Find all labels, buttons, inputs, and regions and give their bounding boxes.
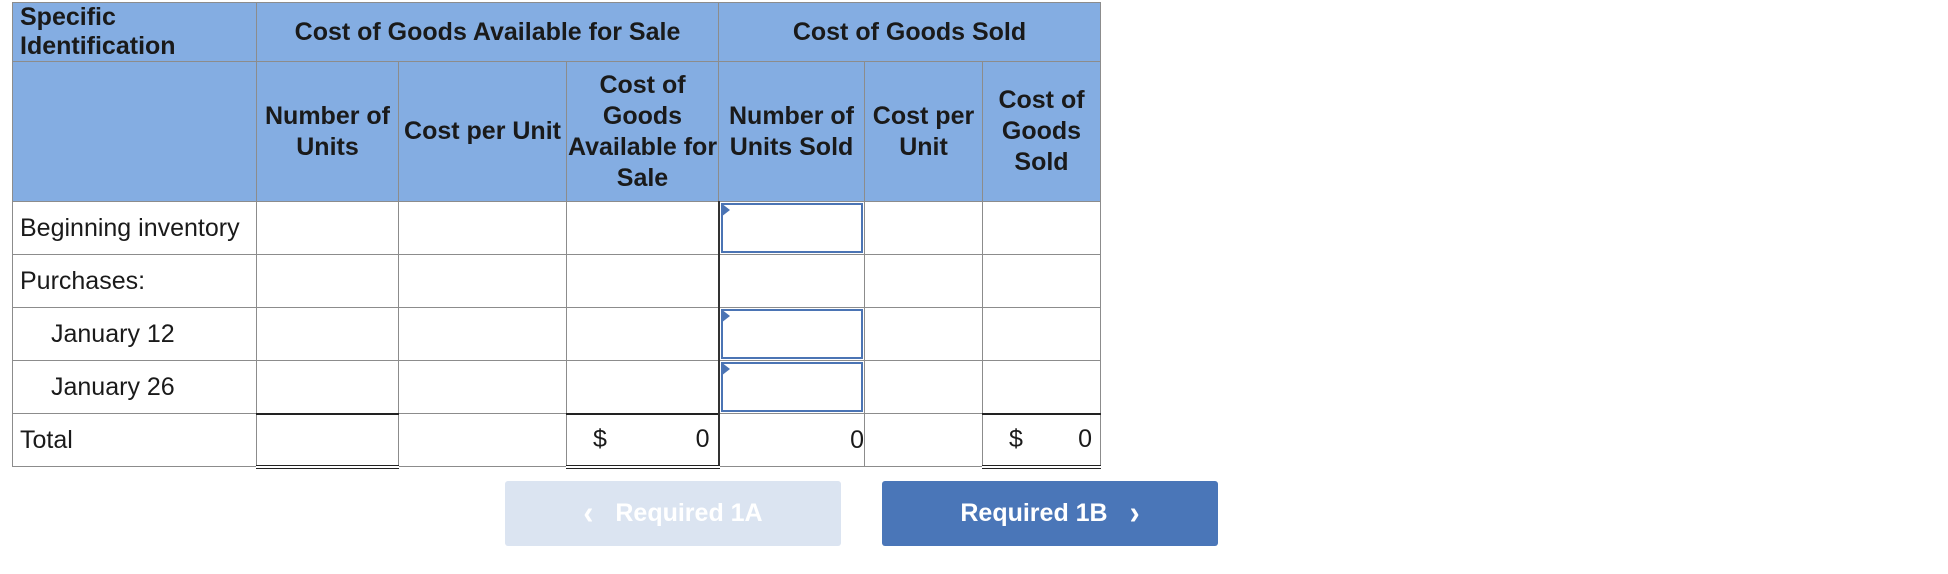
row-label: Total <box>12 413 257 467</box>
cost-available-cell <box>566 254 720 308</box>
currency-symbol: $ <box>1009 425 1023 453</box>
row-label: Purchases: <box>12 254 257 308</box>
column-header-blank <box>12 61 257 202</box>
input-marker-icon <box>720 362 730 376</box>
cost-available-cell <box>566 360 720 414</box>
cost-per-unit-cell <box>398 360 567 414</box>
sold-cost-per-unit-cell <box>864 254 983 308</box>
input-marker-icon <box>720 203 730 217</box>
cost-per-unit-cell <box>398 307 567 361</box>
units-cell <box>256 307 399 361</box>
total-units-cell <box>256 412 399 469</box>
input-marker-icon <box>720 309 730 323</box>
total-units-sold-value: 0 <box>718 413 865 467</box>
group-header-sold: Cost of Goods Sold <box>718 2 1101 62</box>
row-label: Beginning inventory <box>12 201 257 255</box>
sold-cost-per-unit-cell <box>864 307 983 361</box>
units-sold-input[interactable] <box>718 360 865 414</box>
column-header-units: Number of Units <box>256 61 399 202</box>
total-sold-cost-per-unit-cell <box>864 413 983 467</box>
units-cell <box>256 201 399 255</box>
cogs-cell <box>982 360 1101 414</box>
total-cost-per-unit-cell <box>398 413 567 467</box>
cost-per-unit-cell <box>398 201 567 255</box>
table-row-january-12: January 12 <box>12 307 1101 361</box>
chevron-right-icon: › <box>1129 494 1140 532</box>
row-label: January 26 <box>12 360 257 414</box>
corner-header: Specific Identification <box>12 2 257 62</box>
column-header-cogs: Cost of Goods Sold <box>982 61 1101 202</box>
sold-cost-per-unit-cell <box>864 201 983 255</box>
group-header-row: Specific Identification Cost of Goods Av… <box>12 2 1101 62</box>
cogs-cell <box>982 254 1101 308</box>
row-label: January 12 <box>12 307 257 361</box>
table-row-total: Total $ 0 0 $ 0 <box>12 412 1101 469</box>
units-sold-cell <box>718 254 865 308</box>
group-header-available: Cost of Goods Available for Sale <box>256 2 719 62</box>
cost-available-cell <box>566 307 720 361</box>
cogs-cell <box>982 307 1101 361</box>
units-cell <box>256 254 399 308</box>
total-cogs-value: 0 <box>1078 425 1092 453</box>
cogs-cell <box>982 201 1101 255</box>
column-header-units-sold: Number of Units Sold <box>718 61 865 202</box>
table-row-purchases: Purchases: <box>12 254 1101 308</box>
required-1b-button[interactable]: Required 1B › <box>882 481 1218 546</box>
units-sold-input[interactable] <box>718 307 865 361</box>
column-header-cost-available: Cost of Goods Available for Sale <box>566 61 719 202</box>
units-cell <box>256 360 399 414</box>
table-row-beginning-inventory: Beginning inventory <box>12 201 1101 255</box>
column-header-sold-cost-per-unit: Cost per Unit <box>864 61 983 202</box>
currency-symbol: $ <box>593 425 607 453</box>
required-1b-label: Required 1B <box>960 499 1108 527</box>
chevron-left-icon: ‹ <box>583 494 594 532</box>
table-row-january-26: January 26 <box>12 360 1101 414</box>
column-header-row: Number of Units Cost per Unit Cost of Go… <box>12 61 1101 202</box>
cost-available-cell <box>566 201 720 255</box>
specific-identification-table: Specific Identification Cost of Goods Av… <box>12 2 1101 469</box>
required-1a-label: Required 1A <box>615 499 763 527</box>
units-sold-input[interactable] <box>718 201 865 255</box>
cost-per-unit-cell <box>398 254 567 308</box>
required-1a-button: ‹ Required 1A <box>505 481 841 546</box>
column-header-cost-per-unit: Cost per Unit <box>398 61 567 202</box>
sold-cost-per-unit-cell <box>864 360 983 414</box>
total-cost-available-cell: $ 0 <box>566 412 720 469</box>
total-cogs-cell: $ 0 <box>982 412 1101 469</box>
total-cost-available-value: 0 <box>695 425 710 453</box>
